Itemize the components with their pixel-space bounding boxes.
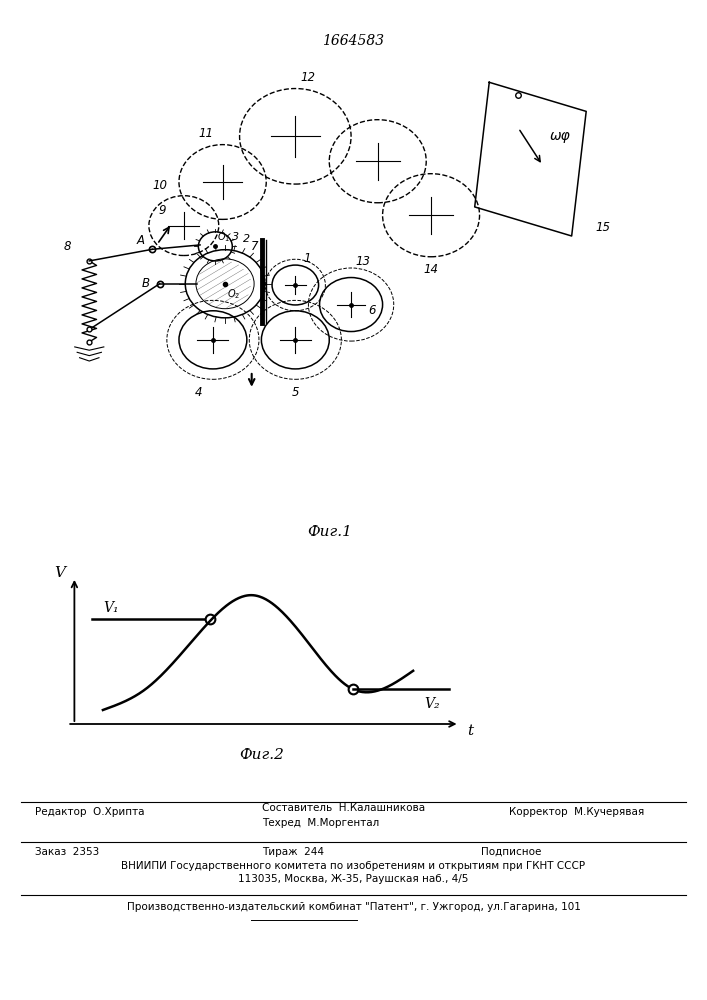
Text: 13: 13 — [356, 255, 370, 268]
Text: Техред  М.Моргентал: Техред М.Моргентал — [262, 818, 379, 828]
Text: ВНИИПИ Государственного комитета по изобретениям и открытиям при ГКНТ СССР: ВНИИПИ Государственного комитета по изоб… — [122, 861, 585, 871]
Text: V₁: V₁ — [103, 601, 119, 615]
Text: 1: 1 — [304, 252, 311, 265]
Text: 6: 6 — [368, 304, 375, 317]
Text: 12: 12 — [300, 71, 315, 84]
Text: V₂: V₂ — [423, 697, 440, 711]
Text: A: A — [137, 234, 145, 247]
Text: B: B — [142, 277, 150, 290]
Text: V: V — [54, 566, 66, 580]
Text: Корректор  М.Кучерявая: Корректор М.Кучерявая — [509, 807, 644, 817]
Text: 15: 15 — [596, 221, 611, 234]
Text: Редактор  О.Хрипта: Редактор О.Хрипта — [35, 807, 145, 817]
Text: Фиг.2: Фиг.2 — [239, 748, 284, 762]
Text: Тираж  244: Тираж 244 — [262, 847, 324, 857]
Text: 5: 5 — [291, 386, 299, 399]
Text: 7: 7 — [251, 240, 259, 253]
Text: $O_1$: $O_1$ — [217, 230, 230, 244]
Text: ωφ: ωφ — [550, 129, 571, 143]
Text: $O_2$: $O_2$ — [228, 287, 240, 301]
Text: Фиг.1: Фиг.1 — [307, 525, 351, 539]
Text: Составитель  Н.Калашникова: Составитель Н.Калашникова — [262, 803, 425, 813]
Text: Производственно-издательский комбинат "Патент", г. Ужгород, ул.Гагарина, 101: Производственно-издательский комбинат "П… — [127, 902, 580, 912]
Text: 3: 3 — [232, 232, 239, 242]
Text: 2: 2 — [243, 234, 250, 244]
Text: Подписное: Подписное — [481, 847, 541, 857]
Text: t: t — [467, 724, 473, 738]
Text: 14: 14 — [423, 263, 438, 276]
Text: 8: 8 — [64, 240, 71, 253]
Text: Заказ  2353: Заказ 2353 — [35, 847, 100, 857]
Text: 113035, Москва, Ж-35, Раушская наб., 4/5: 113035, Москва, Ж-35, Раушская наб., 4/5 — [238, 874, 469, 884]
Text: 11: 11 — [199, 127, 214, 140]
Text: 1664583: 1664583 — [322, 34, 385, 48]
Text: 9: 9 — [158, 204, 165, 217]
Text: 4: 4 — [194, 386, 202, 399]
Text: 10: 10 — [152, 179, 168, 192]
